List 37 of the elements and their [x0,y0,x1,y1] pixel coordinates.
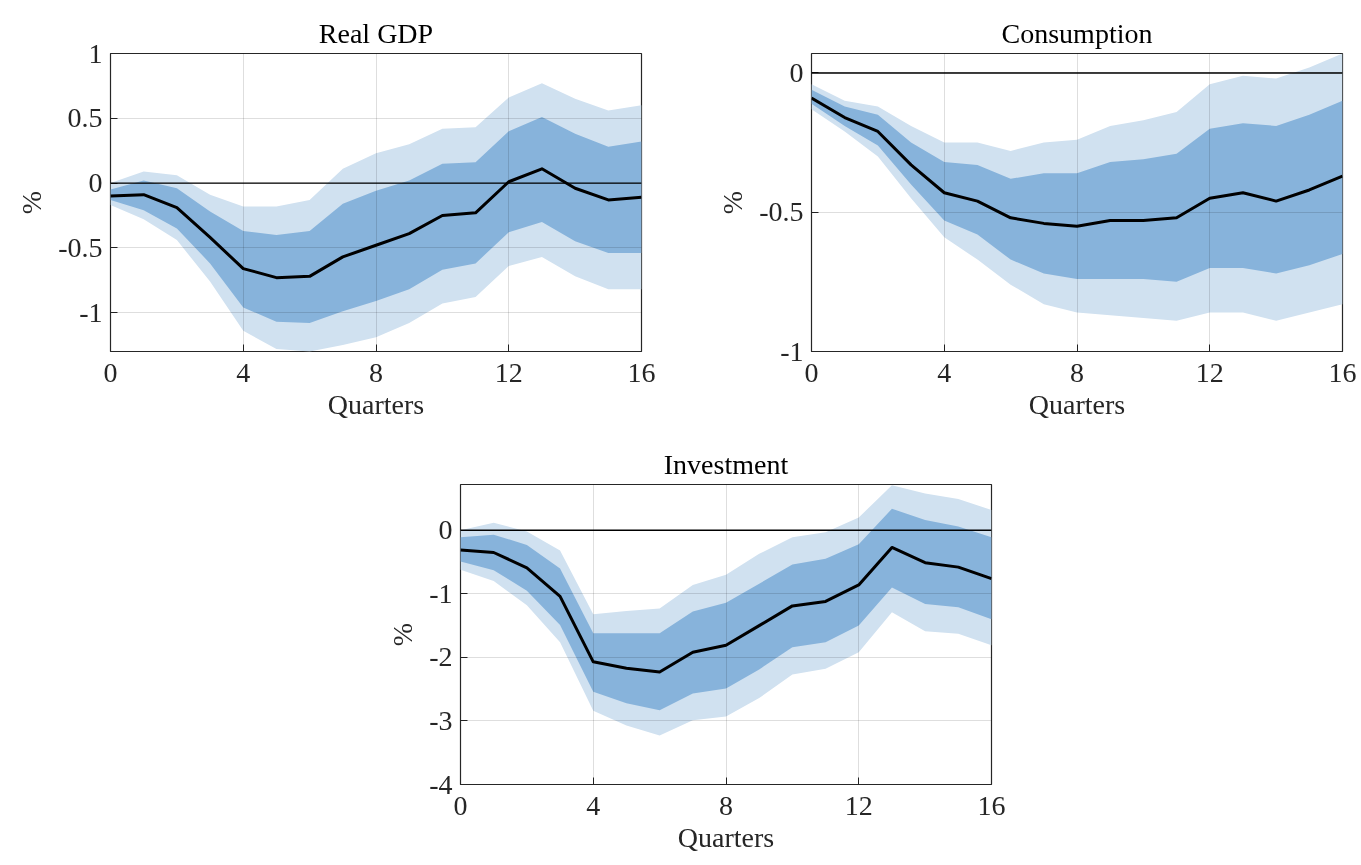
y-tick-label: -2 [429,641,453,673]
line-series [110,167,642,280]
y-tick-label: -1 [429,577,453,609]
line-series [460,545,992,674]
y-tick-label: 0 [789,57,804,88]
y-axis-title: % [387,622,419,647]
y-tick-label: 1 [88,37,103,69]
x-tick-label: 16 [977,789,1006,821]
x-tick-label: 16 [627,356,656,388]
x-tick-label: 8 [719,789,733,821]
y-tick-label: 0 [438,514,453,546]
x-axis-title: Quarters [677,821,775,853]
x-axis-title: Quarters [1028,388,1126,420]
x-tick-label: 12 [494,356,523,388]
x-tick-label: 4 [236,356,251,388]
x-tick-label: 12 [844,789,873,821]
y-tick-label: 0.5 [67,102,103,134]
chart-title: Investment [663,448,789,480]
x-tick-label: 4 [586,789,601,821]
x-tick-label: 12 [1195,356,1224,388]
x-tick-label: 8 [369,356,383,388]
x-tick-label: 8 [1070,356,1084,388]
line-series [811,96,1343,228]
x-axis-title: Quarters [327,388,425,420]
y-axis-title: % [717,190,749,215]
y-tick-label: -1 [79,296,103,328]
chart-title: Consumption [1001,17,1153,49]
y-tick-label: -0.5 [58,231,103,263]
y-tick-label: -0.5 [759,196,804,228]
y-tick-label: -3 [429,704,453,736]
y-tick-label: -1 [780,335,804,367]
y-axis-title: % [16,190,48,215]
x-tick-label: 16 [1328,356,1357,388]
y-tick-label: -4 [429,768,453,800]
x-tick-label: 4 [937,356,952,388]
y-tick-label: 0 [88,167,103,199]
chart-title: Real GDP [318,17,434,49]
